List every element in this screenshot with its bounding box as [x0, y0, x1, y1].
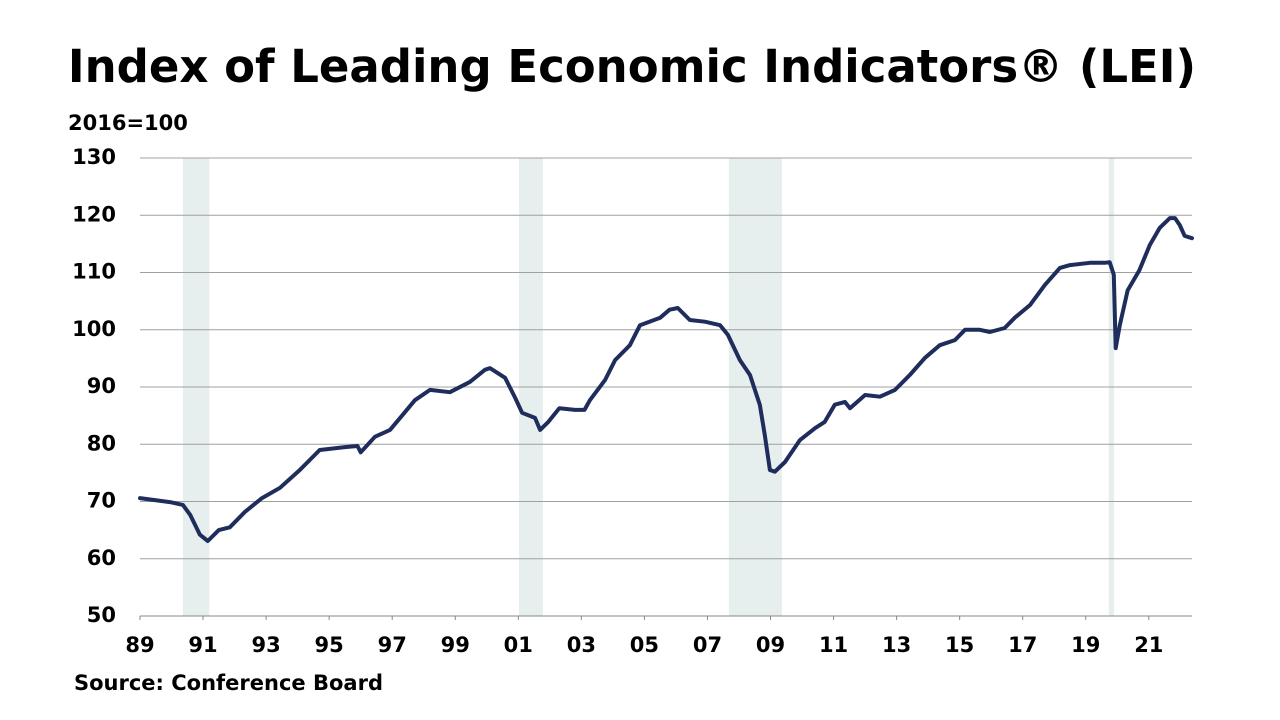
x-tick-label: 05 — [630, 633, 659, 657]
y-tick-label: 50 — [87, 603, 116, 627]
x-tick-label: 03 — [567, 633, 596, 657]
x-tick-label: 89 — [125, 633, 154, 657]
x-tick-label: 15 — [945, 633, 974, 657]
y-tick-label: 90 — [87, 374, 116, 398]
y-axis-label: 2016=100 — [68, 111, 188, 135]
x-tick-label: 99 — [441, 633, 470, 657]
plot-layer — [138, 216, 1194, 543]
x-tick-label: 19 — [1071, 633, 1100, 657]
y-tick-label: 120 — [72, 202, 116, 226]
x-tick-label: 13 — [882, 633, 911, 657]
x-tick-label: 01 — [504, 633, 533, 657]
x-tick-label: 07 — [693, 633, 722, 657]
y-tick-label: 60 — [87, 546, 116, 570]
grid-layer: 50 60 70 80 90 100 110 120 130 89 91 93 95 97 99 01 03 05… — [72, 145, 1192, 657]
y-tick-label: 130 — [72, 145, 116, 169]
x-tick-label: 93 — [251, 633, 280, 657]
x-tick-label: 21 — [1134, 633, 1163, 657]
y-tick-label: 110 — [72, 260, 116, 284]
x-tick-label: 91 — [188, 633, 217, 657]
x-tick-label: 09 — [756, 633, 785, 657]
source-note: Source: Conference Board — [74, 671, 383, 695]
y-tick-label: 80 — [87, 431, 116, 455]
y-tick-label: 100 — [72, 317, 116, 341]
y-tick-label: 70 — [87, 489, 116, 513]
x-tick-label: 17 — [1008, 633, 1037, 657]
x-tick-label: 11 — [819, 633, 848, 657]
x-tick-label: 97 — [378, 633, 407, 657]
series-line — [138, 216, 1194, 543]
chart-title: Index of Leading Economic Indicators® (L… — [68, 40, 1196, 93]
x-tick-label: 95 — [315, 633, 344, 657]
